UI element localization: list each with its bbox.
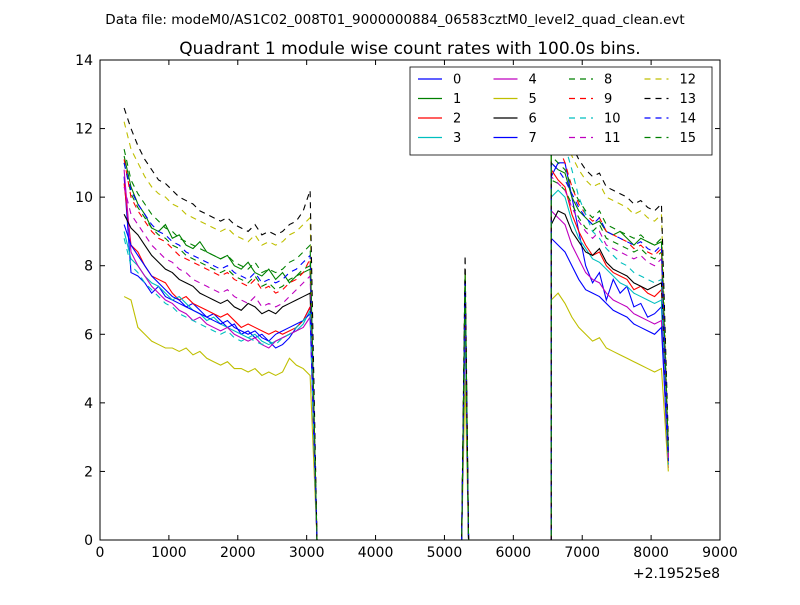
legend-entry-0: 0 (418, 73, 461, 88)
x-tick-label: 2000 (220, 545, 256, 561)
legend-label: 14 (680, 112, 697, 127)
axis-ticks-layer: 0 1000 2000 3000 4000 5000 6000 7000 8000 9000 0 2 4… (75, 53, 738, 561)
legend-entry-5: 5 (493, 92, 537, 107)
legend-entry-4: 4 (493, 73, 537, 88)
y-tick-label: 10 (75, 190, 93, 206)
legend-entry-7: 7 (493, 131, 537, 146)
legend-label: 12 (680, 73, 697, 88)
series-line-9 (123, 128, 669, 541)
y-tick-label: 12 (75, 122, 93, 138)
legend-label: 11 (604, 131, 621, 146)
legend-label: 6 (529, 112, 537, 127)
chart-suptitle: Data file: modeM0/AS1C02_008T01_90000008… (105, 12, 684, 28)
series-line-14 (123, 161, 669, 541)
legend-entry-10: 10 (569, 112, 621, 127)
legend-entry-8: 8 (569, 73, 612, 88)
series-line-7 (123, 224, 669, 541)
y-tick-label: 4 (84, 396, 93, 412)
plot-frame (99, 59, 721, 541)
legend-entry-2: 2 (418, 112, 461, 127)
legend-label: 5 (529, 92, 537, 107)
series-line-4 (123, 169, 669, 541)
x-tick-label: 9000 (702, 545, 738, 561)
legend-entry-11: 11 (569, 131, 621, 146)
series-line-12 (123, 120, 669, 541)
y-tick-label: 14 (75, 53, 93, 69)
x-tick-label: 1000 (151, 545, 187, 561)
legend-label: 3 (453, 131, 461, 146)
x-tick-label: 6000 (496, 545, 532, 561)
legend-box (409, 66, 713, 156)
x-tick-label: 8000 (633, 545, 669, 561)
series-line-6 (123, 210, 669, 541)
legend-label: 10 (604, 112, 621, 127)
series-lines-layer (123, 107, 669, 541)
legend-label: 13 (680, 92, 697, 107)
y-tick-label: 2 (84, 464, 93, 480)
legend-label: 8 (604, 73, 612, 88)
legend-entry-1: 1 (418, 92, 461, 107)
legend-entry-15: 15 (644, 131, 697, 146)
x-tick-label: 5000 (427, 545, 463, 561)
legend-label: 9 (604, 92, 612, 107)
series-line-11 (123, 175, 669, 541)
y-tick-label: 6 (84, 327, 93, 343)
legend-label: 0 (453, 73, 461, 88)
legend-label: 2 (453, 112, 461, 127)
legend-label: 1 (453, 92, 461, 107)
legend-entry-14: 14 (644, 112, 697, 127)
legend-label: 15 (680, 131, 697, 146)
series-line-5 (123, 292, 669, 541)
x-tick-label: 3000 (289, 545, 325, 561)
legend-entry-13: 13 (644, 92, 697, 107)
legend-label: 4 (529, 73, 537, 88)
x-tick-label: 7000 (564, 545, 600, 561)
y-tick-label: 0 (84, 533, 93, 549)
legend-entry-12: 12 (644, 73, 697, 88)
legend-entry-3: 3 (418, 131, 461, 146)
series-line-13 (123, 107, 669, 541)
legend-label: 7 (529, 131, 537, 146)
series-line-15 (123, 149, 669, 541)
y-tick-label: 8 (84, 259, 93, 275)
x-tick-label: 0 (96, 545, 105, 561)
legend-entry-9: 9 (569, 92, 612, 107)
x-axis-offset-label: +2.19525e8 (633, 566, 720, 582)
chart-title: Quadrant 1 module wise count rates with … (179, 39, 640, 59)
series-line-10 (123, 110, 669, 541)
legend-entry-6: 6 (493, 112, 537, 127)
x-tick-label: 4000 (358, 545, 394, 561)
